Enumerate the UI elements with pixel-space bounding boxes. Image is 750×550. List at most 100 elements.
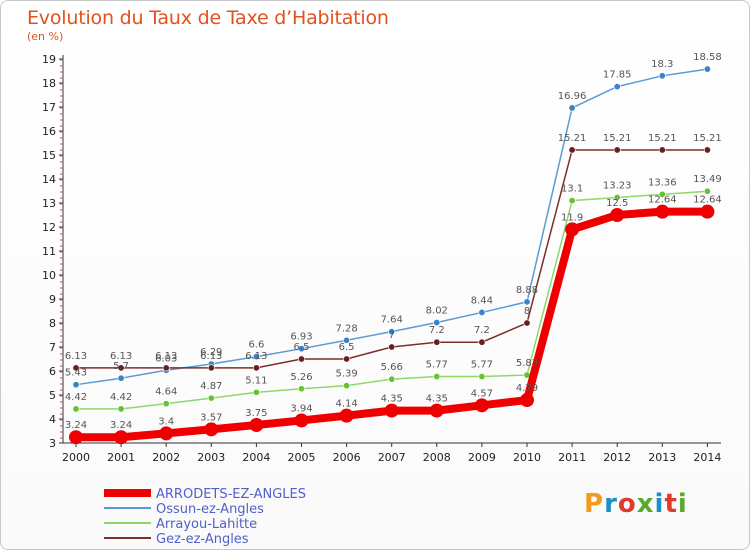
data-point-gez-ez-angles xyxy=(72,364,80,372)
data-label-arrayou-lahitte: 4.87 xyxy=(200,381,222,392)
data-point-arrodets-ez-angles xyxy=(474,398,489,413)
x-tick-label: 2002 xyxy=(152,451,180,464)
data-label-gez-ez-angles: 6.5 xyxy=(339,342,355,353)
data-label-arrayou-lahitte: 4.42 xyxy=(110,392,132,403)
data-label-arrodets-ez-angles: 3.57 xyxy=(200,412,222,423)
data-label-arrayou-lahitte: 13.1 xyxy=(561,184,583,195)
data-label-arrodets-ez-angles: 12.64 xyxy=(693,195,722,206)
x-tick-label: 2004 xyxy=(242,451,270,464)
data-label-arrayou-lahitte: 13.36 xyxy=(648,177,677,188)
data-label-arrayou-lahitte: 5.11 xyxy=(245,375,267,386)
y-tick-label: 6 xyxy=(49,365,56,378)
y-tick-label: 17 xyxy=(42,101,56,114)
y-tick-label: 4 xyxy=(49,413,56,426)
data-label-ossun-ez-angles: 5.7 xyxy=(113,361,129,372)
data-label-arrodets-ez-angles: 4.14 xyxy=(335,399,357,410)
data-label-arrodets-ez-angles: 4.35 xyxy=(381,394,403,405)
data-point-arrodets-ez-angles xyxy=(429,403,444,418)
data-label-ossun-ez-angles: 18.3 xyxy=(651,59,673,70)
data-label-gez-ez-angles: 6.13 xyxy=(110,351,132,362)
data-label-arrodets-ez-angles: 4.35 xyxy=(426,394,448,405)
x-tick-label: 2007 xyxy=(378,451,406,464)
x-tick-label: 2012 xyxy=(603,451,631,464)
y-tick-label: 13 xyxy=(42,197,56,210)
data-point-arrodets-ez-angles xyxy=(339,408,354,423)
data-point-arrodets-ez-angles xyxy=(249,418,264,432)
data-label-ossun-ez-angles: 6.29 xyxy=(200,347,222,358)
data-label-gez-ez-angles: 6.13 xyxy=(200,351,222,362)
data-label-gez-ez-angles: 6.13 xyxy=(65,351,87,362)
y-tick-label: 3 xyxy=(49,437,56,450)
data-label-ossun-ez-angles: 17.85 xyxy=(603,70,632,81)
data-label-arrayou-lahitte: 5.83 xyxy=(516,358,538,369)
legend-label-gez-ez-angles: Gez-ez-Angles xyxy=(156,532,249,547)
y-tick-label: 15 xyxy=(42,149,56,162)
y-tick-label: 14 xyxy=(42,173,56,186)
x-tick-label: 2005 xyxy=(288,451,316,464)
data-point-gez-ez-angles xyxy=(343,355,351,363)
data-point-ossun-ez-angles xyxy=(433,319,441,327)
data-label-gez-ez-angles: 15.21 xyxy=(693,133,722,144)
data-label-arrodets-ez-angles: 4.57 xyxy=(471,388,493,399)
data-label-ossun-ez-angles: 16.96 xyxy=(558,91,587,102)
data-point-arrodets-ez-angles xyxy=(700,204,715,219)
data-point-arrodets-ez-angles xyxy=(69,430,83,445)
data-label-ossun-ez-angles: 8.88 xyxy=(516,285,538,296)
proxiti-logo: Proxiti xyxy=(584,489,688,519)
data-label-gez-ez-angles: 15.21 xyxy=(603,133,632,144)
data-label-ossun-ez-angles: 6.03 xyxy=(155,353,177,364)
y-tick-label: 8 xyxy=(49,317,56,330)
data-label-arrodets-ez-angles: 3.4 xyxy=(158,416,174,427)
data-point-ossun-ez-angles xyxy=(117,374,125,382)
data-point-ossun-ez-angles xyxy=(252,353,260,361)
data-label-ossun-ez-angles: 5.43 xyxy=(65,368,87,379)
data-point-gez-ez-angles xyxy=(207,364,215,372)
x-tick-label: 2000 xyxy=(62,451,90,464)
data-point-arrodets-ez-angles xyxy=(520,393,534,408)
data-label-gez-ez-angles: 15.21 xyxy=(558,133,587,144)
data-point-arrodets-ez-angles xyxy=(294,413,309,428)
data-label-gez-ez-angles: 6.5 xyxy=(294,342,310,353)
data-label-gez-ez-angles: 8 xyxy=(524,306,530,317)
data-point-arrayou-lahitte xyxy=(613,193,621,201)
data-label-arrayou-lahitte: 5.26 xyxy=(290,372,312,383)
data-label-gez-ez-angles: 6.13 xyxy=(245,351,267,362)
data-point-arrayou-lahitte xyxy=(297,385,305,393)
data-label-arrodets-ez-angles: 3.24 xyxy=(65,420,87,431)
data-point-ossun-ez-angles xyxy=(478,308,486,316)
data-point-arrodets-ez-angles xyxy=(204,422,219,437)
data-point-gez-ez-angles xyxy=(117,364,125,372)
data-point-gez-ez-angles xyxy=(162,364,170,372)
data-point-gez-ez-angles xyxy=(568,146,576,154)
legend-label-arrodets-ez-angles: ARRODETS-EZ-ANGLES xyxy=(156,487,306,502)
data-point-ossun-ez-angles xyxy=(613,83,621,91)
y-tick-label: 16 xyxy=(42,125,56,138)
data-label-arrodets-ez-angles: 3.24 xyxy=(110,420,132,431)
data-point-gez-ez-angles xyxy=(703,146,711,154)
data-label-gez-ez-angles: 7.2 xyxy=(429,325,445,336)
data-label-gez-ez-angles: 6.13 xyxy=(155,351,177,362)
data-label-ossun-ez-angles: 8.44 xyxy=(471,295,493,306)
data-point-ossun-ez-angles xyxy=(703,65,711,73)
data-point-arrayou-lahitte xyxy=(252,388,260,396)
x-tick-label: 2003 xyxy=(197,451,225,464)
data-point-arrayou-lahitte xyxy=(568,197,576,205)
data-point-gez-ez-angles xyxy=(478,338,486,346)
x-tick-label: 2001 xyxy=(107,451,135,464)
data-label-gez-ez-angles: 7 xyxy=(389,330,395,341)
data-label-ossun-ez-angles: 7.28 xyxy=(335,323,357,334)
y-tick-label: 9 xyxy=(49,293,56,306)
data-point-arrayou-lahitte xyxy=(207,394,215,402)
data-label-gez-ez-angles: 15.21 xyxy=(648,133,677,144)
data-point-arrayou-lahitte xyxy=(433,373,441,381)
data-label-arrayou-lahitte: 5.39 xyxy=(335,369,357,380)
data-label-arrodets-ez-angles: 11.9 xyxy=(561,212,583,223)
y-tick-label: 12 xyxy=(42,221,56,234)
data-point-arrayou-lahitte xyxy=(388,375,396,383)
legend-label-arrayou-lahitte: Arrayou-Lahitte xyxy=(156,517,257,532)
data-point-ossun-ez-angles xyxy=(343,336,351,344)
data-point-arrayou-lahitte xyxy=(72,405,80,413)
data-point-arrayou-lahitte xyxy=(478,373,486,381)
data-label-arrayou-lahitte: 13.23 xyxy=(603,180,632,191)
